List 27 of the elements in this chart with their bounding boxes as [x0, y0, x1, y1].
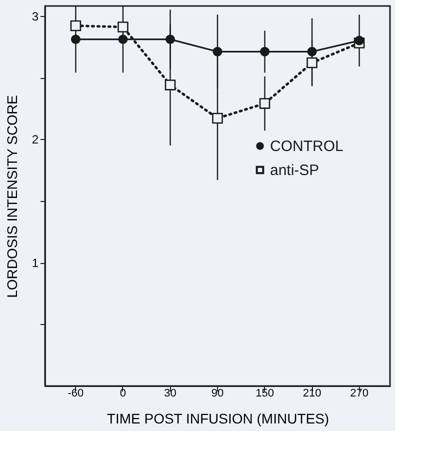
point [354, 36, 364, 46]
x-tick-label: 0 [120, 388, 126, 400]
x-tick-label: 150 [256, 388, 274, 400]
y-tick-label: 3 [32, 9, 39, 24]
point [212, 46, 222, 56]
point [165, 34, 175, 44]
point [164, 80, 176, 90]
point [212, 112, 223, 124]
x-tick-label: 270 [350, 388, 368, 400]
x-tick-label: 30 [164, 388, 176, 400]
y-tick-label: 2 [32, 132, 39, 147]
point [307, 46, 317, 56]
point [70, 34, 80, 44]
point [118, 22, 128, 32]
y-tick-label: 1 [32, 256, 39, 270]
point [70, 20, 82, 32]
point [306, 57, 318, 68]
point [260, 46, 270, 56]
x-tick-label: -60 [68, 388, 84, 400]
x-axis-title: TIME POST INFUSION (MINUTES) [106, 410, 330, 426]
x-tick-label: 90 [211, 388, 224, 400]
legend-label: CONTROL [270, 138, 344, 155]
point [118, 34, 128, 44]
legend-label: anti-SP [270, 162, 320, 179]
x-tick-label: 210 [302, 388, 322, 400]
y-axis-title: LORDOSIS INTENSITY SCORE [4, 95, 20, 298]
point [259, 98, 270, 109]
